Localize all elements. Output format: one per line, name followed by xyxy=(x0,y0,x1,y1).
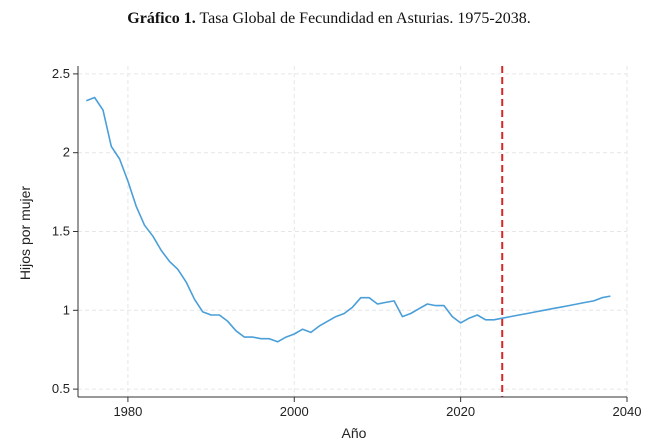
x-axis-ticks: 1980 2000 2020 2040 xyxy=(113,397,641,419)
caption-text: Tasa Global de Fecundidad en Asturias. 1… xyxy=(199,10,531,27)
y-axis-ticks: 0.5 1 1.5 2 2.5 xyxy=(52,66,78,396)
y-axis-title: Hijos por mujer xyxy=(17,186,33,280)
x-tick-label: 2020 xyxy=(446,404,475,419)
y-tick-label: 0.5 xyxy=(52,381,70,396)
series-line xyxy=(86,96,611,343)
series-lines xyxy=(86,96,611,343)
chart-caption: Gráfico 1. Tasa Global de Fecundidad en … xyxy=(0,10,658,28)
x-tick-label: 1980 xyxy=(113,404,142,419)
caption-prefix: Gráfico 1. xyxy=(127,10,196,27)
y-tick-label: 2.5 xyxy=(52,66,70,81)
grid-lines xyxy=(78,66,628,397)
x-axis-title: Año xyxy=(342,425,367,441)
x-tick-label: 2000 xyxy=(280,404,309,419)
x-tick-label: 2040 xyxy=(613,404,642,419)
y-tick-label: 1 xyxy=(63,302,70,317)
y-tick-label: 1.5 xyxy=(52,224,70,239)
y-tick-label: 2 xyxy=(63,145,70,160)
